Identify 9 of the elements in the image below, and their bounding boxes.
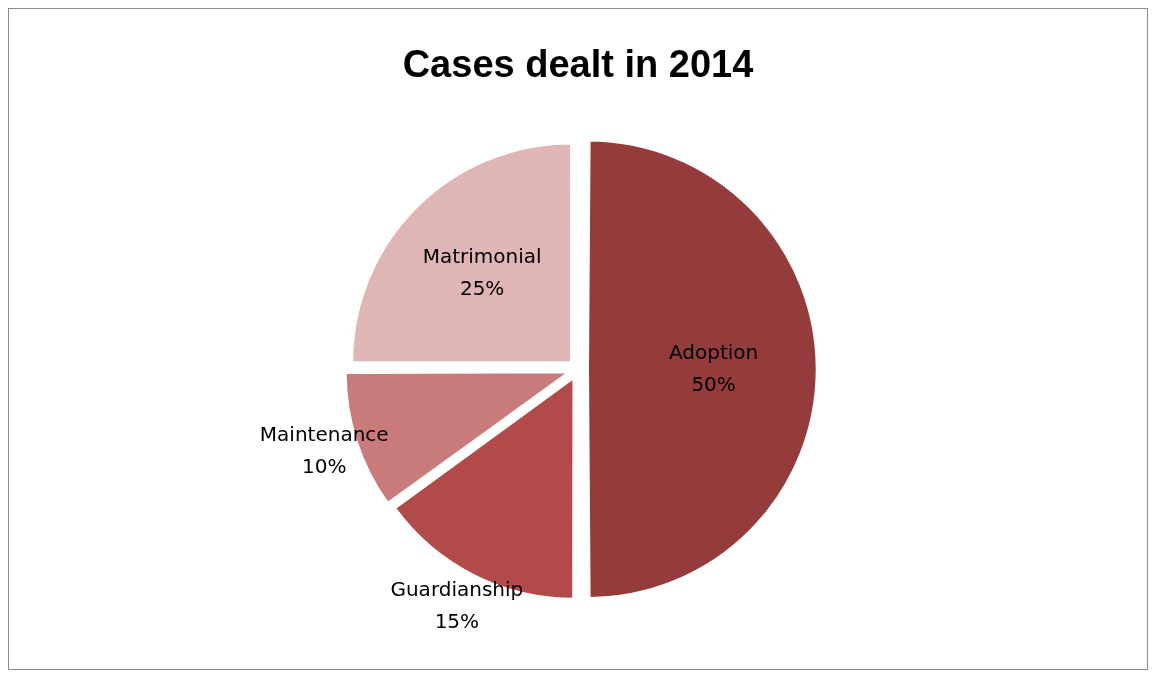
data-label: 15% — [434, 609, 480, 634]
slice-label: Matrimonial — [422, 243, 542, 268]
chart-title: Cases dealt in 2014 — [402, 43, 754, 86]
slice-label: Adoption — [668, 339, 759, 364]
data-label: 25% — [459, 275, 505, 300]
slice-label: Guardianship — [390, 577, 524, 602]
data-label: 50% — [691, 371, 736, 396]
slice-label: Maintenance — [259, 421, 389, 446]
data-label: 10% — [302, 453, 347, 478]
